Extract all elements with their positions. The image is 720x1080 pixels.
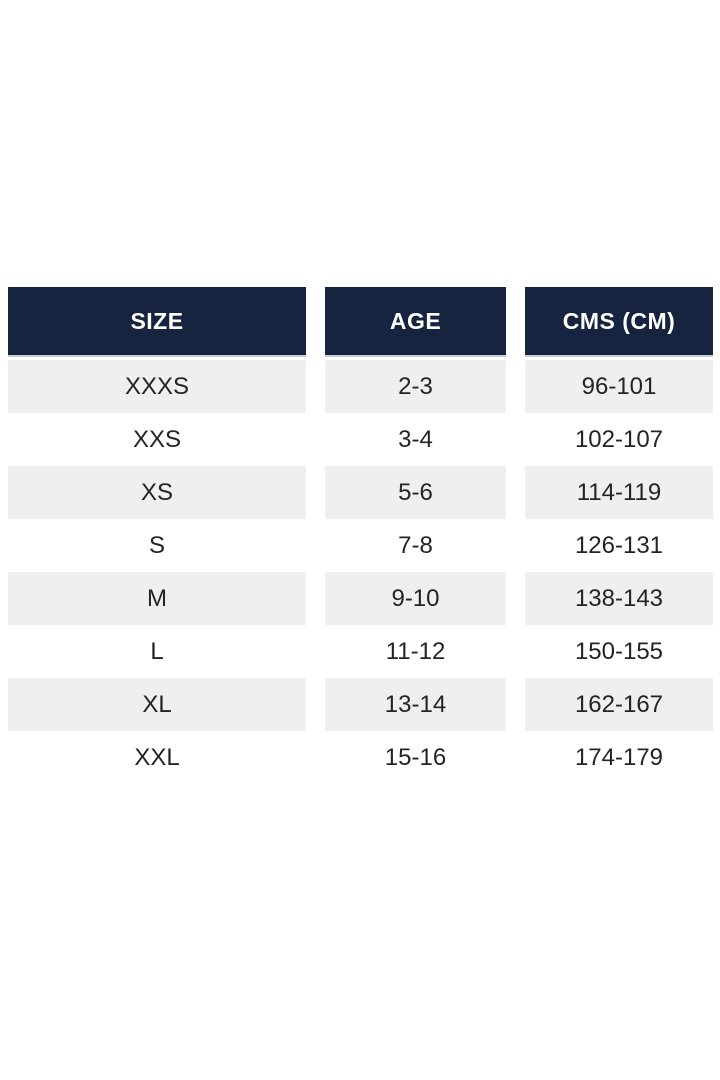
cms-cell: 96-101 xyxy=(525,360,713,413)
age-cell: 7-8 xyxy=(325,519,506,572)
size-column-header: SIZE xyxy=(8,287,306,357)
size-cell: XS xyxy=(8,466,306,519)
age-cell: 5-6 xyxy=(325,466,506,519)
cms-column-header: CMS (CM) xyxy=(525,287,713,357)
cms-cell: 102-107 xyxy=(525,413,713,466)
age-cell: 3-4 xyxy=(325,413,506,466)
size-cell: M xyxy=(8,572,306,625)
age-cell: 13-14 xyxy=(325,678,506,731)
age-cell: 2-3 xyxy=(325,360,506,413)
size-cell: S xyxy=(8,519,306,572)
size-cell: XXS xyxy=(8,413,306,466)
size-cell: L xyxy=(8,625,306,678)
age-cell: 11-12 xyxy=(325,625,506,678)
cms-cell: 174-179 xyxy=(525,731,713,784)
age-column: AGE 2-3 3-4 5-6 7-8 9-10 11-12 13-14 15-… xyxy=(325,287,506,784)
cms-cell: 162-167 xyxy=(525,678,713,731)
size-cell: XXL xyxy=(8,731,306,784)
size-cell: XXXS xyxy=(8,360,306,413)
cms-column: CMS (CM) 96-101 102-107 114-119 126-131 … xyxy=(525,287,713,784)
age-column-header: AGE xyxy=(325,287,506,357)
age-cell: 9-10 xyxy=(325,572,506,625)
size-chart-table: SIZE XXXS XXS XS S M L XL XXL AGE 2-3 3-… xyxy=(8,287,713,784)
cms-cell: 150-155 xyxy=(525,625,713,678)
age-cell: 15-16 xyxy=(325,731,506,784)
cms-cell: 138-143 xyxy=(525,572,713,625)
cms-cell: 126-131 xyxy=(525,519,713,572)
size-column: SIZE XXXS XXS XS S M L XL XXL xyxy=(8,287,306,784)
size-cell: XL xyxy=(8,678,306,731)
cms-cell: 114-119 xyxy=(525,466,713,519)
